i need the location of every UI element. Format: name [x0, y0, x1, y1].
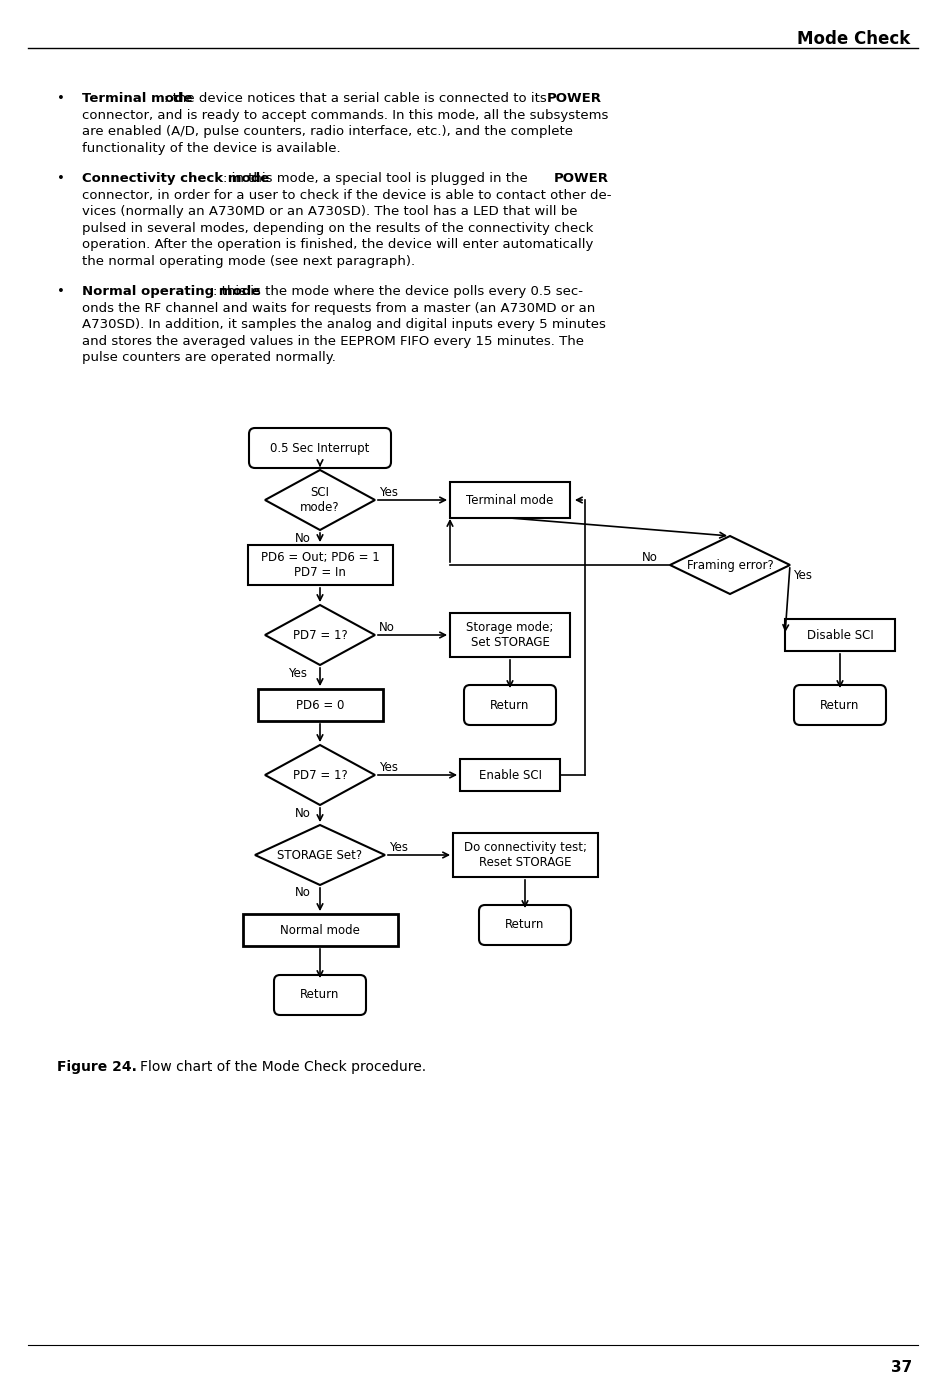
Text: connector, and is ready to accept commands. In this mode, all the subsystems: connector, and is ready to accept comman…	[82, 109, 608, 121]
Text: Yes: Yes	[379, 485, 398, 499]
Text: Normal operating mode: Normal operating mode	[82, 285, 260, 298]
FancyBboxPatch shape	[242, 914, 397, 946]
Text: •: •	[57, 285, 65, 298]
Text: A730SD). In addition, it samples the analog and digital inputs every 5 minutes: A730SD). In addition, it samples the ana…	[82, 318, 605, 331]
Text: No: No	[379, 620, 394, 634]
Text: Return: Return	[490, 698, 530, 711]
FancyBboxPatch shape	[274, 975, 366, 1015]
Text: Do connectivity test;
Reset STORAGE: Do connectivity test; Reset STORAGE	[464, 842, 587, 869]
Text: pulse counters are operated normally.: pulse counters are operated normally.	[82, 351, 336, 364]
Text: •: •	[57, 172, 65, 186]
Text: are enabled (A/D, pulse counters, radio interface, etc.), and the complete: are enabled (A/D, pulse counters, radio …	[82, 125, 573, 138]
Text: Yes: Yes	[379, 760, 398, 774]
FancyBboxPatch shape	[452, 833, 598, 877]
Text: : the device notices that a serial cable is connected to its: : the device notices that a serial cable…	[164, 92, 551, 104]
Text: PD6 = 0: PD6 = 0	[296, 698, 344, 711]
Text: Yes: Yes	[288, 667, 307, 679]
Text: : in this mode, a special tool is plugged in the: : in this mode, a special tool is plugge…	[223, 172, 532, 186]
Text: POWER: POWER	[554, 172, 609, 186]
Text: POWER: POWER	[547, 92, 602, 104]
Text: Framing error?: Framing error?	[687, 558, 774, 572]
Polygon shape	[265, 605, 375, 666]
FancyBboxPatch shape	[450, 483, 570, 518]
FancyBboxPatch shape	[248, 544, 393, 584]
FancyBboxPatch shape	[794, 685, 886, 725]
Text: Yes: Yes	[793, 568, 812, 582]
Text: No: No	[295, 807, 311, 820]
Text: Normal mode: Normal mode	[280, 924, 359, 936]
Text: Disable SCI: Disable SCI	[807, 628, 873, 642]
FancyBboxPatch shape	[450, 613, 570, 657]
Text: connector, in order for a user to check if the device is able to contact other d: connector, in order for a user to check …	[82, 188, 611, 202]
Text: STORAGE Set?: STORAGE Set?	[277, 848, 362, 862]
Text: Return: Return	[300, 989, 340, 1001]
Text: No: No	[295, 887, 311, 899]
Text: functionality of the device is available.: functionality of the device is available…	[82, 142, 341, 154]
Text: Return: Return	[505, 918, 545, 931]
Text: vices (normally an A730MD or an A730SD). The tool has a LED that will be: vices (normally an A730MD or an A730SD).…	[82, 205, 577, 219]
Text: the normal operating mode (see next paragraph).: the normal operating mode (see next para…	[82, 254, 415, 268]
Text: No: No	[295, 532, 311, 544]
Text: •: •	[57, 92, 65, 104]
Text: Enable SCI: Enable SCI	[479, 769, 541, 781]
FancyBboxPatch shape	[479, 905, 571, 945]
Text: Terminal mode: Terminal mode	[82, 92, 192, 104]
Text: 0.5 Sec Interrupt: 0.5 Sec Interrupt	[271, 441, 370, 455]
Polygon shape	[265, 745, 375, 804]
Text: Return: Return	[820, 698, 860, 711]
Text: 37: 37	[891, 1360, 912, 1375]
FancyBboxPatch shape	[249, 428, 391, 468]
Text: PD7 = 1?: PD7 = 1?	[292, 628, 347, 642]
Text: Flow chart of the Mode Check procedure.: Flow chart of the Mode Check procedure.	[140, 1060, 426, 1074]
Text: PD6 = Out; PD6 = 1
PD7 = In: PD6 = Out; PD6 = 1 PD7 = In	[261, 551, 379, 579]
Text: No: No	[642, 550, 657, 564]
Polygon shape	[265, 470, 375, 529]
Text: Connectivity check mode: Connectivity check mode	[82, 172, 270, 186]
Text: operation. After the operation is finished, the device will enter automatically: operation. After the operation is finish…	[82, 238, 593, 252]
Text: Yes: Yes	[389, 840, 408, 854]
Text: pulsed in several modes, depending on the results of the connectivity check: pulsed in several modes, depending on th…	[82, 221, 593, 235]
Text: Figure 24.: Figure 24.	[57, 1060, 137, 1074]
Polygon shape	[670, 536, 790, 594]
FancyBboxPatch shape	[464, 685, 556, 725]
FancyBboxPatch shape	[785, 619, 895, 650]
Text: Terminal mode: Terminal mode	[466, 494, 553, 506]
FancyBboxPatch shape	[257, 689, 382, 720]
Text: SCI
mode?: SCI mode?	[300, 485, 340, 514]
Polygon shape	[255, 825, 385, 886]
Text: : this is the mode where the device polls every 0.5 sec-: : this is the mode where the device poll…	[213, 285, 583, 298]
Text: onds the RF channel and waits for requests from a master (an A730MD or an: onds the RF channel and waits for reques…	[82, 301, 595, 315]
FancyBboxPatch shape	[460, 759, 560, 791]
Text: Storage mode;
Set STORAGE: Storage mode; Set STORAGE	[466, 622, 553, 649]
Text: and stores the averaged values in the EEPROM FIFO every 15 minutes. The: and stores the averaged values in the EE…	[82, 334, 584, 348]
Text: PD7 = 1?: PD7 = 1?	[292, 769, 347, 781]
Text: Mode Check: Mode Check	[797, 30, 910, 48]
